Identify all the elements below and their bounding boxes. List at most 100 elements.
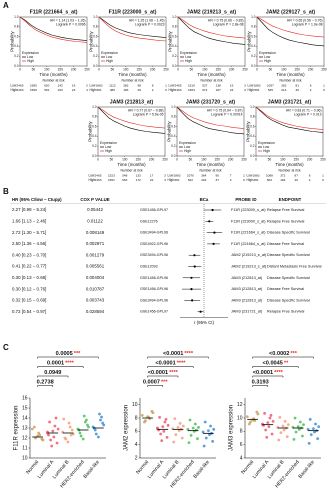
p-value: <0.0001 bbox=[148, 370, 168, 376]
risk-row-label: High bbox=[247, 178, 254, 182]
risk-count: 1569 bbox=[30, 88, 37, 92]
risk-count: 87 bbox=[294, 173, 298, 177]
risk-title: Number at risk bbox=[120, 168, 142, 172]
annotation: Logrank P = 0.00014 bbox=[211, 112, 243, 116]
risk-count: 537 bbox=[202, 83, 207, 87]
data-point bbox=[140, 413, 144, 417]
significance-bracket bbox=[37, 385, 54, 387]
dataset: GSE12093 bbox=[140, 264, 158, 268]
probe-id: JAM3 (231721_at) bbox=[231, 310, 263, 314]
risk-title: Number at risk bbox=[200, 78, 222, 82]
risk-count: 194 bbox=[280, 178, 285, 182]
y-axis-label: Probability bbox=[246, 120, 251, 141]
y-axis-label: Probability bbox=[88, 120, 93, 141]
data-point bbox=[47, 433, 50, 437]
survival-curve bbox=[256, 16, 325, 38]
risk-row-label: Low bbox=[169, 83, 176, 87]
hr-label: 2.50 [1.36 − 4.56] bbox=[12, 241, 46, 246]
data-point bbox=[69, 433, 73, 437]
significance-label: 0.0005*** bbox=[56, 351, 81, 357]
legend-title: Expression bbox=[258, 141, 275, 145]
risk-count: 1 bbox=[243, 173, 245, 177]
risk-row-label: Low bbox=[248, 83, 255, 87]
data-point bbox=[202, 444, 206, 448]
data-point bbox=[187, 441, 191, 445]
plot-frame bbox=[98, 16, 167, 67]
risk-count: 24 bbox=[230, 88, 234, 92]
y-tick-label: 0.8 bbox=[172, 25, 177, 29]
survival-curve bbox=[176, 106, 245, 135]
dataset: GSE4922-GPL96 bbox=[140, 242, 168, 246]
annotation: HR = 0.65 (0.56 − 0.76) bbox=[287, 18, 323, 22]
risk-count: 23 bbox=[72, 88, 76, 92]
probe-id: F11R (223000_s_at) bbox=[231, 219, 266, 223]
data-point bbox=[51, 429, 55, 433]
x-tick-label: 250 bbox=[321, 67, 327, 71]
x-tick-label: 250 bbox=[84, 67, 90, 71]
legend-title: Expression bbox=[101, 51, 118, 55]
x-tick-label: 150 bbox=[137, 67, 143, 71]
data-point bbox=[186, 427, 190, 431]
data-point bbox=[172, 440, 176, 444]
hr-label: 2.72 [1.30 − 5.71] bbox=[12, 230, 46, 235]
risk-count: 4 bbox=[86, 88, 88, 92]
risk-count: 1070 bbox=[187, 173, 194, 177]
annotation: Logrank P = 1.9e-08 bbox=[292, 22, 323, 26]
y-tick-label: 2 bbox=[135, 455, 138, 461]
y-tick-label: 0.8 bbox=[14, 25, 19, 29]
risk-count: 1651 bbox=[108, 178, 115, 182]
data-point bbox=[188, 418, 192, 422]
x-tick-label: 250 bbox=[162, 157, 168, 161]
data-point bbox=[281, 424, 285, 428]
data-point bbox=[279, 431, 283, 435]
data-point bbox=[37, 431, 41, 435]
risk-count: 3 bbox=[164, 173, 166, 177]
risk-row-label: Low bbox=[11, 83, 18, 87]
data-point bbox=[296, 425, 300, 429]
significance-bracket bbox=[37, 366, 84, 368]
risk-title: Number at risk bbox=[199, 168, 221, 172]
data-point bbox=[196, 437, 199, 441]
endpoint: Disease Specific Survival bbox=[267, 298, 310, 302]
y-tick-label: 0.2 bbox=[14, 54, 19, 58]
data-point bbox=[67, 421, 71, 425]
x-tick-label: 250 bbox=[241, 157, 247, 161]
y-tick-label: 0.4 bbox=[172, 44, 177, 48]
hr-label: 1.66 [1.13 − 2.46] bbox=[12, 218, 46, 223]
data-point bbox=[212, 427, 216, 431]
y-tick-label: 0.6 bbox=[14, 34, 19, 38]
risk-count: 22 bbox=[150, 178, 154, 182]
significance-label: <0.0001**** bbox=[163, 351, 194, 357]
data-point bbox=[201, 430, 205, 434]
y-tick-label: 10 bbox=[237, 415, 243, 421]
data-point bbox=[82, 414, 86, 418]
data-point bbox=[265, 435, 269, 439]
hr-label: 0.41 [0.22 − 0.77] bbox=[12, 264, 46, 269]
y-tick-label: 0.8 bbox=[171, 115, 176, 119]
legend-label: Low bbox=[263, 145, 270, 149]
hr-point bbox=[213, 231, 216, 234]
risk-count: 1 bbox=[165, 83, 167, 87]
endpoint: Relapse Free Survival bbox=[267, 208, 305, 212]
data-point bbox=[203, 420, 207, 424]
risk-count: 4 bbox=[309, 178, 311, 182]
data-point bbox=[55, 441, 59, 445]
risk-title: Number at risk bbox=[42, 78, 64, 82]
risk-count: 3 bbox=[244, 83, 246, 87]
hr-label: 0.72 [0.54 − 0.97] bbox=[12, 309, 46, 314]
y-tick-label: 1.0 bbox=[93, 15, 98, 19]
column-header: HR (95% CIlow − CIupp) bbox=[12, 197, 62, 202]
y-tick-label: 0.8 bbox=[250, 115, 255, 119]
y-tick-label: 15 bbox=[22, 405, 28, 411]
data-point bbox=[286, 423, 290, 427]
significance-bracket bbox=[147, 356, 209, 359]
data-point bbox=[316, 437, 320, 441]
data-point bbox=[278, 415, 282, 419]
km-title: F11R (223000_s_at) bbox=[109, 9, 157, 15]
significance-label: <0.0045** bbox=[263, 361, 290, 367]
probe-id: JAM3 (212813_at) bbox=[231, 276, 263, 280]
panel-label: A bbox=[3, 1, 9, 10]
risk-count: 0 bbox=[322, 178, 324, 182]
y-tick-label: 8 bbox=[135, 415, 138, 421]
